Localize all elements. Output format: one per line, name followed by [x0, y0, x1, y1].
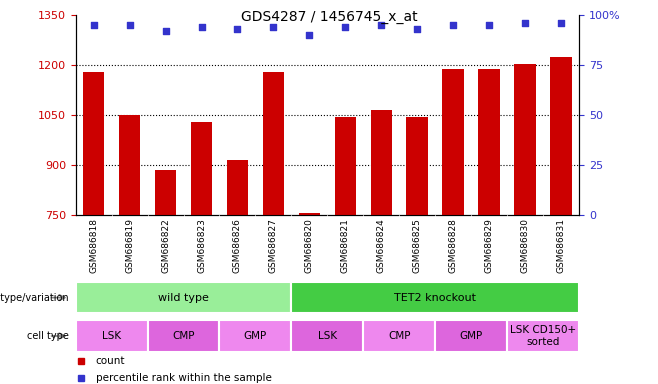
Bar [507, 320, 579, 352]
Text: genotype/variation: genotype/variation [0, 293, 69, 303]
Point [520, 20, 530, 26]
Text: LSK: LSK [102, 331, 121, 341]
Bar [226, 160, 248, 215]
Bar [119, 115, 140, 215]
Bar [83, 72, 105, 215]
Bar [263, 72, 284, 215]
Point [161, 28, 171, 35]
Text: GSM686823: GSM686823 [197, 218, 206, 273]
Bar [76, 320, 147, 352]
Point [304, 32, 315, 38]
Point [376, 22, 386, 28]
Text: count: count [96, 356, 125, 366]
Point [196, 24, 207, 30]
Bar [147, 320, 220, 352]
Point [448, 22, 459, 28]
Text: GDS4287 / 1456745_x_at: GDS4287 / 1456745_x_at [241, 10, 417, 23]
Text: CMP: CMP [388, 331, 411, 341]
Text: TET2 knockout: TET2 knockout [394, 293, 476, 303]
Bar [363, 320, 435, 352]
Bar [550, 57, 572, 215]
Point [556, 20, 567, 26]
Text: GSM686826: GSM686826 [233, 218, 242, 273]
Bar [76, 282, 291, 313]
Point [268, 24, 279, 30]
Text: wild type: wild type [158, 293, 209, 303]
Text: GSM686831: GSM686831 [557, 218, 566, 273]
Text: GMP: GMP [244, 331, 267, 341]
Text: GSM686829: GSM686829 [485, 218, 494, 273]
Bar [220, 320, 291, 352]
Bar [478, 69, 500, 215]
Text: GMP: GMP [459, 331, 483, 341]
Bar [291, 320, 363, 352]
Text: GSM686825: GSM686825 [413, 218, 422, 273]
Bar [334, 117, 356, 215]
Bar [291, 282, 579, 313]
Point [340, 24, 351, 30]
Bar [155, 170, 176, 215]
Text: CMP: CMP [172, 331, 195, 341]
Text: cell type: cell type [27, 331, 69, 341]
Point [232, 26, 243, 32]
Text: GSM686828: GSM686828 [449, 218, 458, 273]
Text: GSM686822: GSM686822 [161, 218, 170, 273]
Point [88, 22, 99, 28]
Text: GSM686820: GSM686820 [305, 218, 314, 273]
Text: GSM686818: GSM686818 [89, 218, 98, 273]
Text: GSM686821: GSM686821 [341, 218, 350, 273]
Text: GSM686819: GSM686819 [125, 218, 134, 273]
Bar [299, 214, 320, 215]
Point [484, 22, 494, 28]
Point [412, 26, 422, 32]
Bar [515, 64, 536, 215]
Bar [191, 122, 213, 215]
Text: GSM686830: GSM686830 [520, 218, 530, 273]
Text: GSM686824: GSM686824 [377, 218, 386, 273]
Bar [435, 320, 507, 352]
Point [124, 22, 135, 28]
Bar [370, 110, 392, 215]
Text: LSK CD150+
sorted: LSK CD150+ sorted [510, 325, 576, 347]
Bar [407, 117, 428, 215]
Text: percentile rank within the sample: percentile rank within the sample [96, 373, 272, 383]
Bar [442, 69, 464, 215]
Text: GSM686827: GSM686827 [269, 218, 278, 273]
Text: LSK: LSK [318, 331, 337, 341]
